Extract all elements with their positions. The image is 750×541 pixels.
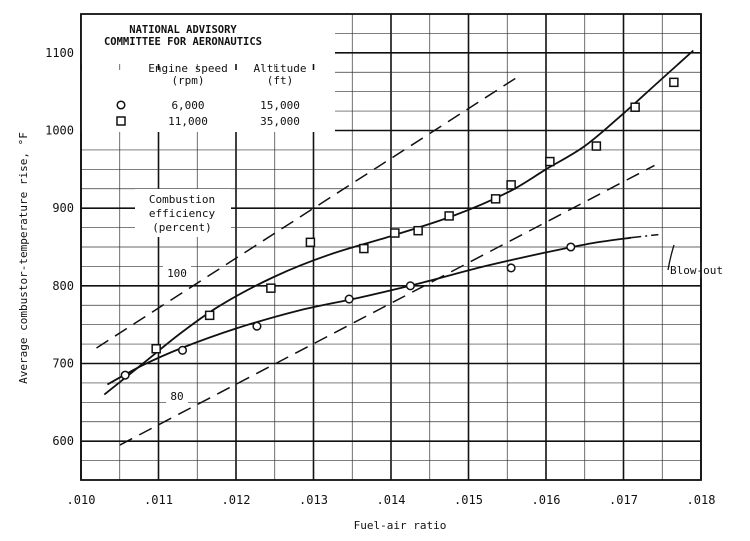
blowout-label-bg [670, 262, 728, 278]
legend-row2-speed: 11,000 [168, 115, 208, 128]
efficiency-label-bg [135, 189, 231, 237]
square-point [630, 102, 640, 112]
x-tick-label: .016 [532, 493, 561, 507]
circle-point [252, 321, 262, 331]
efficiency-title-1: Combustion [149, 193, 215, 206]
square-point [266, 283, 276, 293]
circle-point [566, 242, 576, 252]
org-line-1: NATIONAL ADVISORY [129, 24, 237, 36]
x-tick-label: .015 [454, 493, 483, 507]
y-tick-label: 800 [52, 279, 74, 293]
org-line-2: COMMITTEE FOR AERONAUTICS [104, 36, 262, 48]
y-tick-label: 1100 [45, 46, 74, 60]
x-tick-label: .011 [144, 493, 173, 507]
square-point [204, 310, 215, 321]
label-100-bg [163, 265, 191, 280]
circle-fit-curve [106, 236, 632, 386]
x-tick-label: .017 [609, 493, 638, 507]
square-point [591, 141, 602, 151]
x-tick-label: .010 [67, 493, 96, 507]
ticks: .010 .011 .012 .013 .014 .015 .016 .017 .018 600 7… [45, 46, 715, 507]
circle-point [405, 281, 415, 291]
legend-speed-unit: (rpm) [171, 74, 204, 87]
x-tick-label: .013 [299, 493, 328, 507]
legend-row1-altitude: 15,000 [260, 99, 300, 112]
efficiency-line-80 [119, 164, 655, 446]
efficiency-80-label: 80 [170, 390, 183, 403]
y-tick-label: 900 [52, 201, 74, 215]
y-axis-title: Average combustor-temperature rise, °F [17, 132, 30, 384]
circle-point [506, 263, 516, 273]
legend-altitude-header: Altitude [254, 62, 307, 75]
efficiency-title-2: efficiency [149, 207, 216, 220]
plot-frame [80, 13, 702, 481]
square-point [305, 237, 316, 248]
x-tick-label: .012 [222, 493, 251, 507]
circle-point [177, 345, 188, 355]
y-tick-label: 600 [52, 434, 74, 448]
square-point [359, 243, 369, 254]
label-80-bg [166, 388, 188, 403]
square-point [413, 225, 423, 236]
marks [120, 77, 679, 380]
y-tick-label: 700 [52, 357, 74, 371]
efficiency-title-3: (percent) [152, 221, 212, 234]
square-point [669, 77, 679, 88]
x-tick-label: .014 [377, 493, 406, 507]
square-point [506, 180, 516, 190]
efficiency-line-100 [96, 75, 520, 349]
square-point [151, 343, 161, 354]
legend-row2-altitude: 35,000 [260, 115, 300, 128]
legend-speed-header: Engine speed [148, 62, 227, 75]
y-tick-label: 1000 [45, 124, 74, 138]
square-point [490, 194, 501, 204]
efficiency-100-label: 100 [167, 267, 187, 280]
blowout-extension [631, 233, 659, 239]
square-point [545, 156, 555, 167]
efficiency-lines [96, 75, 655, 446]
legend-row1-speed: 6,000 [171, 99, 204, 112]
header-box-bg [81, 14, 335, 64]
square-point [390, 228, 400, 238]
legend-square-marker [116, 116, 126, 126]
x-axis-title: Fuel-air ratio [354, 519, 447, 532]
square-point [444, 211, 454, 221]
legend-altitude-unit: (ft) [267, 74, 294, 87]
blowout-leader [667, 244, 675, 271]
blowout-label: Blow-out [670, 264, 723, 277]
legend-circle-marker [116, 100, 126, 110]
circle-point [344, 294, 354, 304]
circle-point [120, 370, 130, 380]
x-tick-label: .018 [687, 493, 716, 507]
